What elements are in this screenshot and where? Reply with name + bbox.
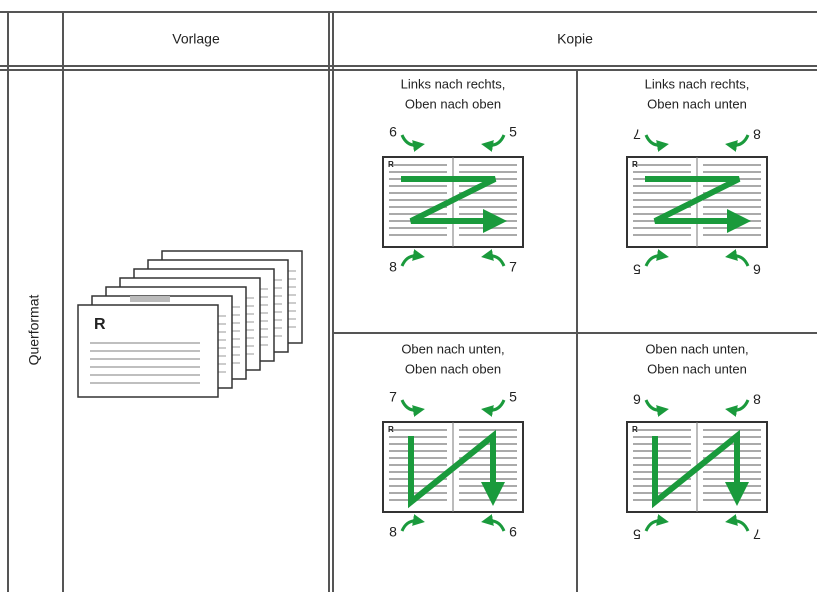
header-kopie: Kopie [557,31,593,47]
page-number: 5 [509,124,517,140]
copy-title: Oben nach oben [405,361,501,376]
copy-title: Oben nach unten, [401,341,504,356]
copies: Links nach rechts, Oben nach oben 6 5 8 7 R Lin… [382,76,768,542]
page-number: 8 [753,391,761,407]
order-arrow [481,134,506,152]
table-grid [0,11,817,592]
page-number: 8 [389,524,397,540]
order-path [408,429,505,509]
page-number: 8 [389,259,397,275]
copy-title: Oben nach unten [647,361,747,376]
copy-title: Oben nach oben [405,96,501,111]
order-arrow [400,134,425,152]
order-arrow [400,249,425,267]
page-mark: R [94,316,106,333]
sheet-band [130,296,170,302]
order-arrow [644,249,669,267]
page-number: 6 [753,261,761,277]
page-number: 7 [753,526,761,542]
copy-title: Links nach rechts, [401,76,506,91]
order-arrow [644,514,669,532]
order-arrow [725,514,750,532]
page-number: 5 [633,526,641,542]
page-number: 7 [633,126,641,142]
page-number: 5 [633,261,641,277]
order-arrow [400,514,425,532]
page-mark: R [632,160,638,169]
order-arrow [644,134,669,152]
order-arrow [725,399,750,417]
copy-title: Oben nach unten [647,96,747,111]
row-label: Querformat [26,294,42,365]
page-number: 8 [753,126,761,142]
page-number: 6 [633,391,641,407]
order-arrow [481,399,506,417]
order-path [401,176,507,233]
page-number: 7 [389,389,397,405]
order-path [645,176,751,233]
copy-title: Oben nach unten, [645,341,748,356]
original-stack: R [77,250,303,398]
order-arrow [400,399,425,417]
copy-title: Links nach rechts, [645,76,750,91]
page-mark: R [388,160,394,169]
page-number: 7 [509,259,517,275]
order-arrow [725,134,750,152]
page-mark: R [388,425,394,434]
order-path [652,429,749,509]
order-arrow [481,514,506,532]
order-arrow [725,249,750,267]
page-mark: R [632,425,638,434]
page-number: 6 [389,124,397,140]
order-arrow [644,399,669,417]
header-vorlage: Vorlage [172,31,220,47]
page-number: 5 [509,389,517,405]
page-number: 6 [509,524,517,540]
order-arrow [481,249,506,267]
